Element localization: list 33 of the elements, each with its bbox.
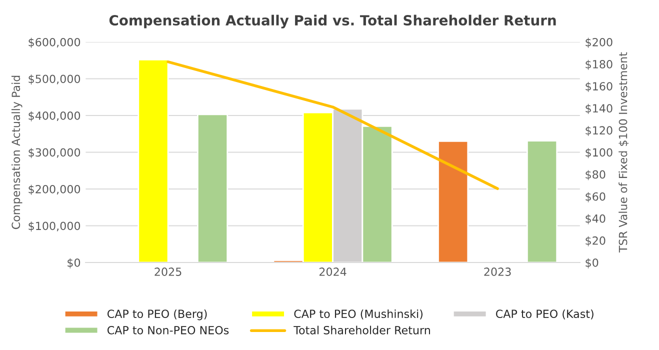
legend-label: CAP to PEO (Berg) (107, 309, 207, 320)
y-axis-title: Compensation Actually Paid (11, 76, 22, 230)
y2-tick-label: $60 (586, 192, 606, 202)
y-tick-label: $500,000 (28, 74, 80, 85)
chart-title: Compensation Actually Paid vs. Total Shareholder Return (109, 14, 556, 28)
y-tick-label: $600,000 (28, 38, 80, 48)
bar (526, 140, 558, 262)
bar (438, 140, 469, 262)
bar (138, 58, 169, 262)
x-tick-label: 2025 (154, 268, 182, 276)
y2-tick-label: $160 (586, 82, 612, 92)
y2-tick-label: $120 (586, 126, 612, 136)
y2-tick-label: $80 (586, 170, 606, 180)
y2-tick-label: $140 (586, 104, 612, 114)
legend-label: CAP to PEO (Mushinski) (294, 309, 422, 320)
y2-tick-label: $180 (586, 60, 612, 70)
x-tick-label: 2024 (319, 268, 346, 276)
x-tick-label: 2023 (484, 268, 511, 276)
y-tick-label: $300,000 (28, 148, 80, 158)
legend-label: Total Shareholder Return (294, 326, 430, 334)
y2-tick-label: $40 (586, 214, 606, 224)
y-tick-label: $0 (68, 258, 80, 268)
bar (197, 114, 228, 262)
y-tick-label: $400,000 (28, 111, 80, 122)
y2-tick-label: $20 (586, 236, 606, 246)
y-tick-label: $100,000 (28, 222, 80, 232)
legend-label: CAP to Non-PEO NEOs (107, 326, 229, 334)
y2-axis-title: TSR Value of Fixed $100 Investment (618, 52, 629, 253)
y2-tick-label: $100 (586, 148, 612, 158)
y2-tick-label: $0 (586, 258, 598, 268)
legend-label: CAP to PEO (Kast) (496, 309, 594, 320)
y-tick-label: $200,000 (28, 184, 80, 195)
y2-tick-label: $200 (586, 38, 612, 48)
